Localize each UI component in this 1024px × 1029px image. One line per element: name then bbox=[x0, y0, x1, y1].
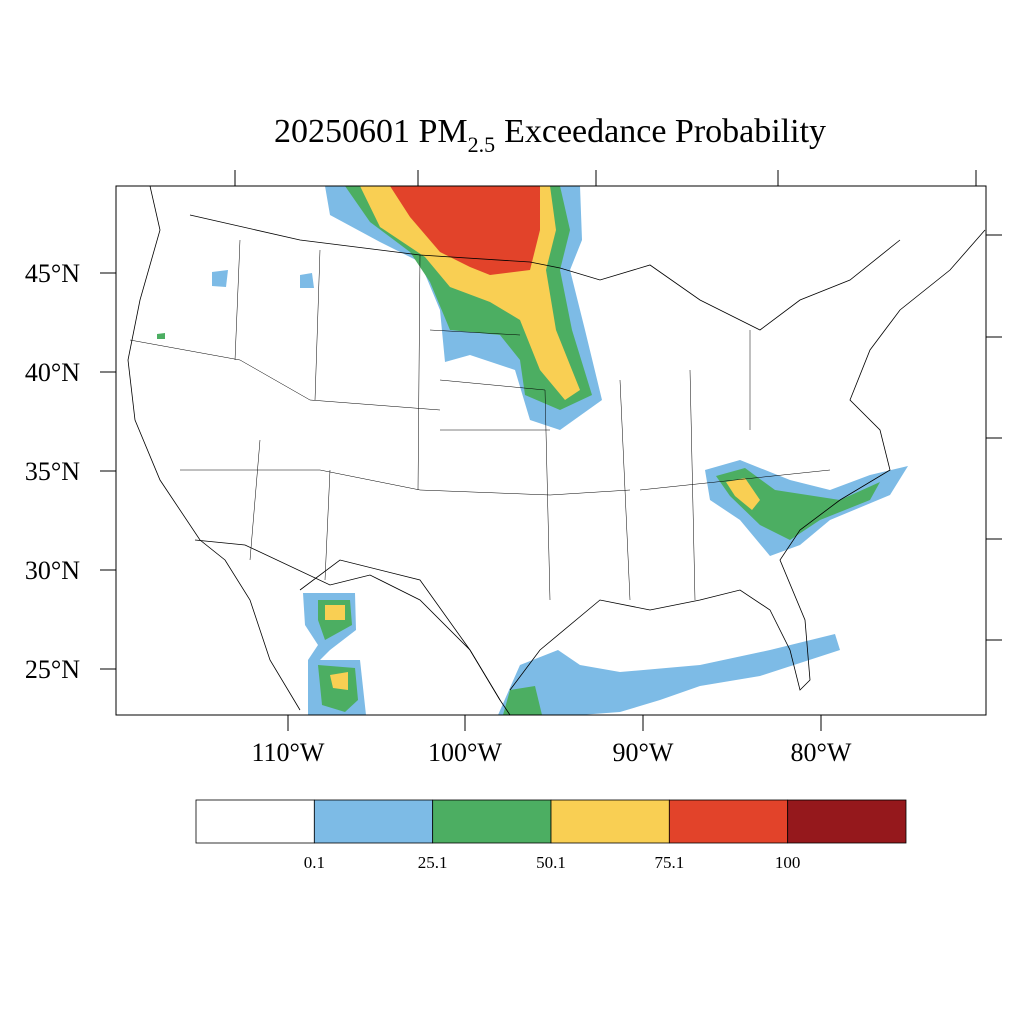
colorbar-box bbox=[195, 799, 315, 844]
lat-label: 45°N bbox=[25, 259, 80, 288]
title-subscript: 2.5 bbox=[468, 132, 496, 157]
probability-area bbox=[390, 186, 540, 275]
probability-area bbox=[330, 672, 348, 690]
colorbar-label: 0.1 bbox=[304, 853, 325, 872]
colorbar-label: 75.1 bbox=[654, 853, 684, 872]
frame-ticks bbox=[234, 170, 1002, 641]
probability-area bbox=[325, 605, 345, 620]
colorbar-box bbox=[550, 799, 670, 844]
probability-field bbox=[157, 186, 908, 715]
lat-label: 25°N bbox=[25, 655, 80, 684]
colorbar-label: 100 bbox=[775, 853, 801, 872]
probability-area bbox=[157, 333, 165, 339]
probability-area bbox=[300, 273, 314, 288]
probability-area bbox=[212, 270, 228, 287]
colorbar: 0.1 25.1 50.1 75.1 100 bbox=[195, 799, 907, 872]
colorbar-box bbox=[668, 799, 789, 844]
colorbar-label: 50.1 bbox=[536, 853, 566, 872]
probability-area bbox=[716, 468, 880, 540]
probability-area bbox=[726, 478, 760, 510]
border-canada bbox=[189, 214, 901, 331]
colorbar-label: 25.1 bbox=[418, 853, 448, 872]
colorbar-box bbox=[313, 799, 434, 844]
map-frame bbox=[115, 185, 987, 716]
lon-label: 110°W bbox=[252, 738, 325, 767]
lat-label: 30°N bbox=[25, 556, 80, 585]
boundaries bbox=[127, 186, 986, 715]
title-main: 20250601 PM bbox=[274, 113, 468, 150]
probability-area bbox=[503, 686, 542, 715]
lon-label: 90°W bbox=[613, 738, 674, 767]
border-mexico bbox=[194, 539, 501, 701]
lon-label: 80°W bbox=[791, 738, 852, 767]
lat-label: 40°N bbox=[25, 358, 80, 387]
colorbar-box bbox=[787, 799, 907, 844]
lon-label: 100°W bbox=[428, 738, 502, 767]
title: 20250601 PM2.5 Exceedance Probability bbox=[274, 113, 826, 157]
colorbar-box bbox=[432, 799, 552, 844]
coastline bbox=[127, 186, 986, 715]
probability-area bbox=[498, 634, 840, 715]
title-rest: Exceedance Probability bbox=[504, 113, 826, 150]
lat-label: 35°N bbox=[25, 457, 80, 486]
state-lines bbox=[129, 239, 831, 601]
